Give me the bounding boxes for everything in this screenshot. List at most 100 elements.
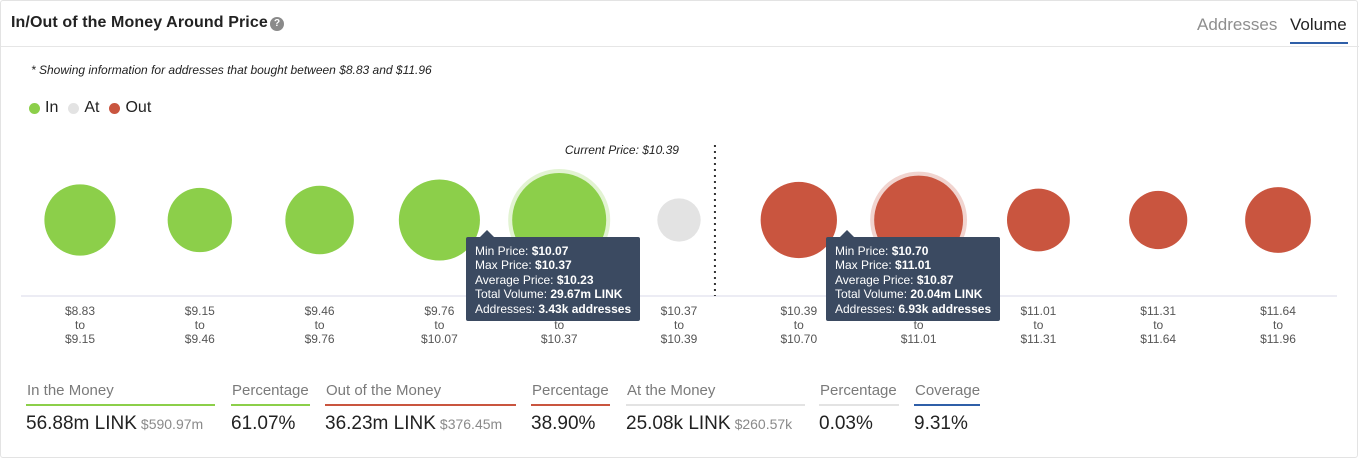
- tick-label: to: [315, 318, 325, 332]
- tick-label: $9.15: [185, 304, 215, 318]
- stat-value: 61.07%: [231, 413, 296, 434]
- stat-label: Percentage: [232, 382, 309, 399]
- tick-label: to: [554, 318, 564, 332]
- tooltip-row-label: Addresses:: [835, 301, 899, 316]
- tooltip-row-label: Total Volume:: [835, 287, 911, 302]
- tooltip-row-label: Average Price:: [475, 272, 557, 287]
- tooltip-row-label: Min Price:: [835, 244, 892, 258]
- legend-item-in[interactable]: In: [29, 99, 58, 117]
- stat-value: 36.23m LINK $376.45m: [325, 413, 503, 434]
- stat-value: 9.31%: [914, 413, 968, 434]
- card-header: In/Out of the Money Around Price ? Addre…: [1, 1, 1359, 47]
- tick-label: $11.01: [901, 332, 937, 346]
- tooltip-row: Addresses: 3.43k addresses: [475, 302, 631, 316]
- tick-label: $10.37: [661, 304, 698, 318]
- tooltip-row-value: 20.04m LINK: [910, 287, 983, 302]
- tooltip-row: Average Price: $10.23: [475, 273, 631, 287]
- tooltip-row-value: $10.23: [556, 272, 594, 287]
- stat-at-the-money: At the Money 25.08k LINK $260.57k: [626, 381, 805, 435]
- stat-value: 0.03%: [819, 413, 873, 434]
- legend-label-out: Out: [125, 99, 152, 116]
- stat-value: 38.90%: [531, 413, 596, 434]
- tick-label: $11.64: [1140, 332, 1176, 346]
- bubble-out: [1006, 188, 1070, 252]
- stat-out-percentage: Percentage 38.90%: [531, 381, 610, 435]
- tick-label: $10.39: [780, 304, 817, 318]
- tooltip-row: Average Price: $10.87: [835, 273, 991, 287]
- bubble-out: [760, 181, 837, 259]
- tick-label: $9.46: [305, 304, 335, 318]
- stat-underline: [626, 404, 805, 406]
- stat-value: 56.88m LINK $590.97m: [26, 413, 204, 434]
- tick-label: to: [674, 318, 684, 332]
- tick-label: to: [914, 318, 924, 332]
- bubble-in: [398, 179, 480, 261]
- stat-underline: [819, 404, 899, 406]
- legend-dot-out: [109, 102, 121, 114]
- stat-in-the-money: In the Money 56.88m LINK $590.97m: [26, 381, 215, 435]
- bubble-out: [1245, 187, 1311, 253]
- tooltip-bucket-10-70: Min Price: $10.70 Max Price: $11.01 Averag…: [826, 230, 1001, 322]
- tooltip-row: Addresses: 6.93k addresses: [835, 302, 991, 316]
- tooltip-row-value: $10.70: [891, 244, 929, 258]
- bubble-out: [1129, 190, 1188, 250]
- tick-label: $11.31: [1140, 304, 1176, 318]
- tooltip-row-value: 3.43k addresses: [538, 301, 632, 316]
- tab-addresses[interactable]: Addresses: [1197, 15, 1278, 34]
- bubble-in: [167, 187, 232, 253]
- tooltip-row: Min Price: $10.70: [835, 244, 991, 258]
- legend-label-at: At: [84, 99, 100, 116]
- bubble-at: [657, 198, 701, 242]
- legend-item-at[interactable]: At: [68, 99, 99, 117]
- tick-label: $9.76: [305, 332, 335, 346]
- tick-label: to: [1153, 318, 1163, 332]
- tooltip-row-label: Max Price:: [835, 258, 896, 273]
- legend-item-out[interactable]: Out: [109, 99, 151, 117]
- tooltip-arrow: [840, 230, 854, 237]
- stat-coverage: Coverage 9.31%: [914, 381, 980, 435]
- stat-label: Percentage: [532, 382, 609, 399]
- stat-label: Coverage: [915, 382, 981, 399]
- stat-label: Percentage: [820, 382, 897, 399]
- stat-label: In the Money: [27, 382, 114, 399]
- tick-label: $11.31: [1020, 332, 1056, 346]
- legend-dot-in: [29, 102, 40, 114]
- bubble-in: [44, 184, 116, 256]
- bubble-in: [285, 185, 354, 255]
- tooltip-row-label: Total Volume:: [475, 287, 551, 302]
- tooltip-row-value: $10.87: [916, 272, 954, 287]
- tick-label: $10.70: [780, 332, 817, 346]
- current-price-label: Current Price: $10.39: [565, 143, 679, 157]
- stat-underline: [325, 404, 516, 406]
- legend-dot-at: [68, 102, 80, 114]
- summary-stats: In the Money 56.88m LINK $590.97m Percent…: [1, 381, 1359, 451]
- tick-label: $9.15: [65, 332, 95, 346]
- tooltip-row-label: Addresses:: [475, 301, 539, 316]
- tab-volume[interactable]: Volume: [1290, 15, 1347, 34]
- question-icon[interactable]: ?: [270, 17, 284, 31]
- stat-underline: [231, 404, 310, 406]
- bubble-chart: Current Price: $10.39$8.83to$9.15$9.15to…: [21, 143, 1337, 346]
- tooltip-row-value: $11.01: [895, 258, 932, 273]
- range-note: * Showing information for addresses that…: [31, 63, 432, 77]
- stat-underline: [26, 404, 215, 406]
- tooltip-row: Max Price: $10.37: [475, 258, 631, 272]
- stat-underline: [531, 404, 610, 406]
- tooltip-row: Total Volume: 29.67m LINK: [475, 287, 631, 301]
- tick-label: to: [1033, 318, 1043, 332]
- tick-label: to: [794, 318, 804, 332]
- tick-label: to: [434, 318, 444, 332]
- stat-underline: [914, 404, 980, 406]
- tooltip-row: Max Price: $11.01: [835, 258, 991, 272]
- tooltip-row-value: 6.93k addresses: [898, 301, 992, 316]
- tick-label: to: [75, 318, 85, 332]
- tick-label: $10.39: [661, 332, 698, 346]
- legend-label-in: In: [45, 99, 59, 116]
- tooltip-row-label: Max Price:: [475, 258, 536, 273]
- tick-label: $8.83: [65, 304, 95, 318]
- tick-label: $11.96: [1260, 332, 1296, 346]
- stat-in-percentage: Percentage 61.07%: [231, 381, 310, 435]
- stat-label: Out of the Money: [326, 382, 442, 399]
- tooltip-row: Min Price: $10.07: [475, 244, 631, 258]
